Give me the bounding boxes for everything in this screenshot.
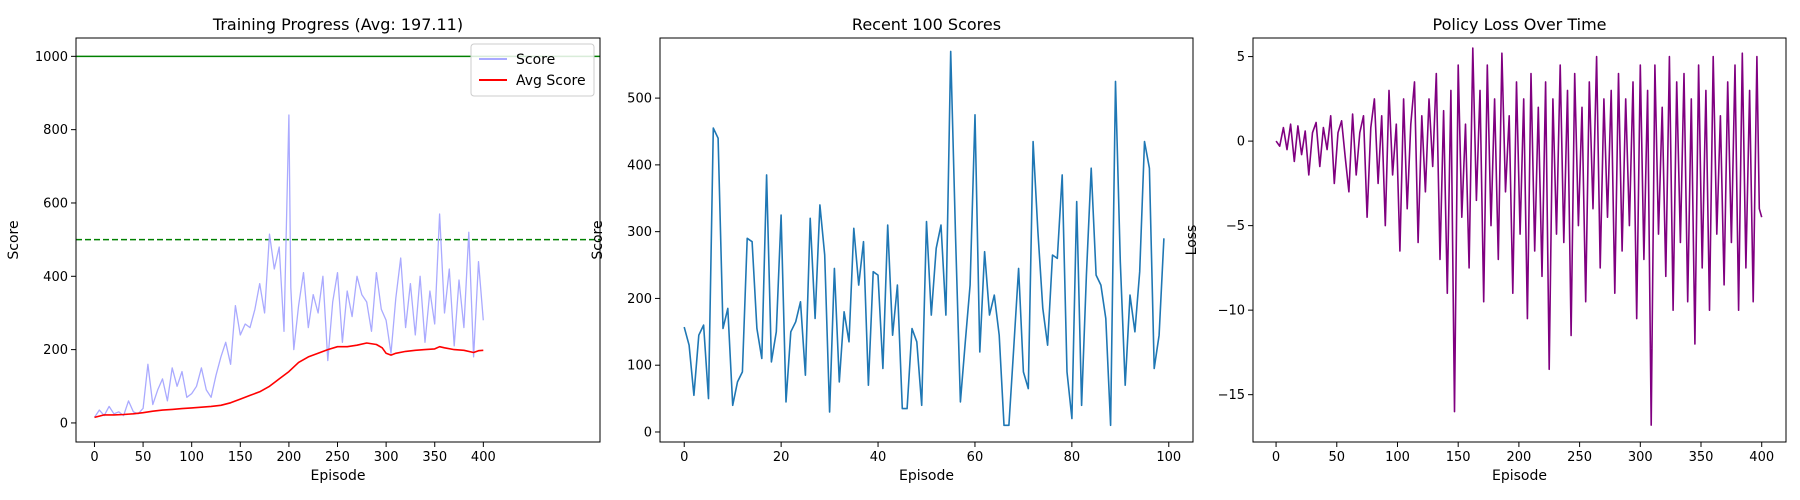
x-axis-label: Episode [1492,468,1547,484]
legend-label: Avg Score [516,73,586,89]
y-tick-label: −5 [1226,219,1245,234]
x-tick-label: 300 [1628,450,1653,465]
chart-title: Policy Loss Over Time [1432,15,1606,34]
y-tick-label: 300 [627,225,652,240]
series-line-avg-score [94,342,484,419]
series-line-series-0 [1275,47,1763,426]
y-axis-label: Loss [1184,225,1200,256]
legend-label: Score [516,52,555,68]
y-tick-label: 100 [627,359,652,374]
chart-title: Recent 100 Scores [852,15,1001,34]
y-tick-label: −15 [1218,388,1245,403]
y-tick-label: 5 [1237,50,1245,65]
x-tick-label: 250 [1567,450,1592,465]
chart-title: Training Progress (Avg: 197.11) [212,15,463,34]
x-tick-label: 0 [90,450,98,465]
series-line-series-0 [683,50,1165,427]
plot-frame [659,37,1194,443]
y-tick-label: 200 [627,292,652,307]
x-tick-label: 100 [1156,450,1181,465]
y-tick-label: −10 [1218,304,1245,319]
x-tick-label: 80 [1064,450,1081,465]
x-tick-label: 20 [773,450,790,465]
x-tick-label: 150 [1446,450,1471,465]
x-tick-label: 50 [135,450,152,465]
x-tick-label: 60 [967,450,984,465]
y-tick-label: 0 [644,425,652,440]
x-tick-label: 350 [1689,450,1714,465]
y-tick-label: 600 [43,196,68,211]
x-axis-label: Episode [311,468,366,484]
legend-box [470,43,595,97]
x-tick-label: 40 [870,450,887,465]
y-tick-label: 400 [627,158,652,173]
x-tick-label: 100 [179,450,204,465]
x-tick-label: 200 [1506,450,1531,465]
y-axis-label: Score [6,220,22,259]
x-tick-label: 0 [1272,450,1280,465]
x-tick-label: 300 [374,450,399,465]
x-tick-label: 150 [228,450,253,465]
y-tick-label: 500 [627,92,652,107]
x-tick-label: 50 [1329,450,1346,465]
x-tick-label: 100 [1385,450,1410,465]
x-axis-label: Episode [899,468,954,484]
x-tick-label: 250 [325,450,350,465]
plot-frame [1252,37,1787,443]
y-tick-label: 1000 [35,50,68,65]
y-tick-label: 400 [43,270,68,285]
x-tick-label: 350 [422,450,447,465]
y-tick-label: 200 [43,343,68,358]
x-tick-label: 200 [276,450,301,465]
y-tick-label: 800 [43,123,68,138]
y-tick-label: 0 [60,416,68,431]
series-line-score [93,114,484,418]
y-tick-label: 0 [1237,135,1245,150]
x-tick-label: 400 [471,450,496,465]
x-tick-label: 400 [1749,450,1774,465]
y-axis-label: Score [590,220,606,259]
x-tick-label: 0 [680,450,688,465]
